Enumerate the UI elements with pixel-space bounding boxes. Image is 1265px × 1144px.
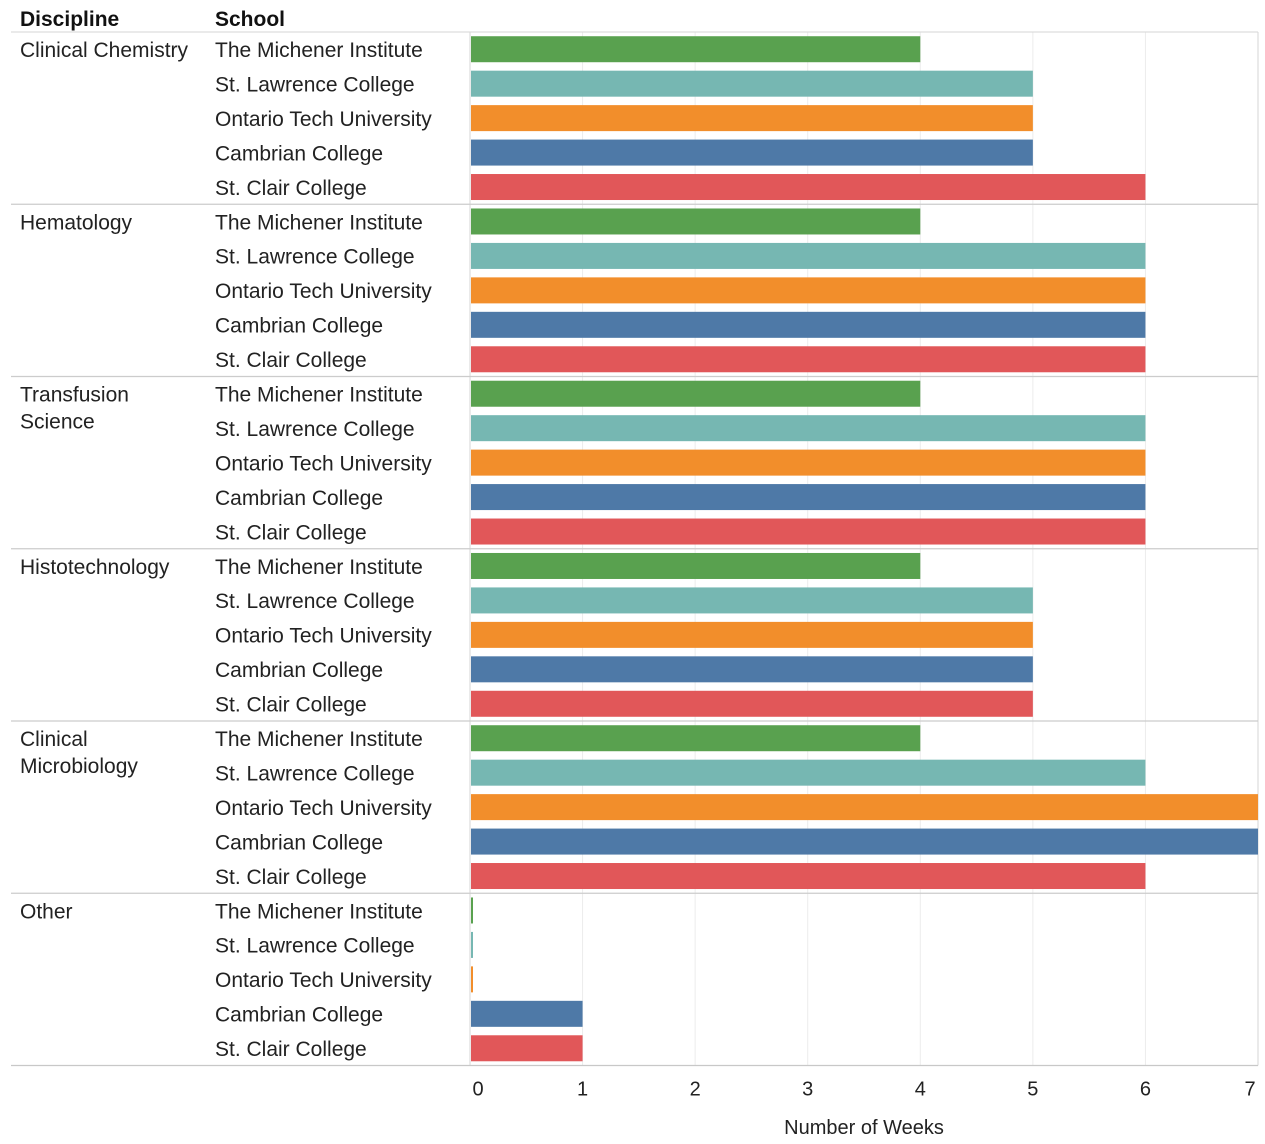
school-label: St. Lawrence College (215, 935, 415, 958)
bar (471, 863, 1146, 890)
bar (471, 484, 1146, 511)
school-label: Cambrian College (215, 659, 383, 682)
discipline-column-header: Discipline (20, 8, 119, 31)
school-label: Cambrian College (215, 487, 383, 510)
bar (471, 931, 473, 958)
school-label: The Michener Institute (215, 39, 423, 62)
discipline-label: Hematology (20, 211, 133, 234)
discipline-label: Histotechnology (20, 556, 170, 579)
x-tick-label: 5 (1027, 1079, 1038, 1101)
bar (471, 277, 1146, 304)
bar (471, 208, 921, 235)
school-label: Ontario Tech University (215, 280, 432, 303)
school-label: St. Lawrence College (215, 73, 415, 96)
discipline-label: Clinical Microbiology (20, 728, 138, 778)
school-label: St. Lawrence College (215, 590, 415, 613)
school-label: Cambrian College (215, 315, 383, 338)
school-label: The Michener Institute (215, 900, 423, 923)
x-tick-label: 6 (1140, 1079, 1151, 1101)
bar (471, 759, 1146, 786)
bar (471, 70, 1033, 97)
school-label: The Michener Institute (215, 384, 423, 407)
x-axis-title: Number of Weeks (784, 1117, 944, 1139)
bar (471, 139, 1033, 166)
x-tick-label: 7 (1244, 1079, 1255, 1101)
bar (471, 966, 473, 993)
school-label: St. Lawrence College (215, 762, 415, 785)
school-label: St. Clair College (215, 694, 367, 717)
axis-layer: 0 1 2 3 4 5 6 7 (11, 1064, 1258, 1101)
school-label: Ontario Tech University (215, 625, 432, 648)
bar (471, 897, 473, 924)
bar (471, 449, 1146, 476)
school-label: Ontario Tech University (215, 797, 432, 820)
x-tick-label: 3 (802, 1079, 813, 1101)
bar (471, 36, 921, 63)
grid-layer (11, 31, 1259, 1066)
bar (471, 587, 1033, 614)
bar (471, 105, 1033, 132)
bar (471, 242, 1146, 269)
school-label: Cambrian College (215, 831, 383, 854)
x-tick-label: 2 (690, 1079, 701, 1101)
bars-layer (471, 36, 1258, 1062)
school-label: The Michener Institute (215, 556, 423, 579)
school-label: St. Clair College (215, 177, 367, 200)
school-label: Ontario Tech University (215, 452, 432, 475)
x-tick-label: 0 (472, 1079, 483, 1101)
school-label: St. Clair College (215, 349, 367, 372)
discipline-label: Clinical Chemistry (20, 39, 189, 62)
bar (471, 518, 1146, 545)
x-tick-label: 1 (577, 1079, 588, 1101)
bar (471, 725, 921, 752)
discipline-label: Other (20, 900, 73, 923)
bar (471, 174, 1146, 201)
labels-layer: Discipline School Number of Weeks Clinic… (20, 8, 944, 1139)
school-label: St. Clair College (215, 866, 367, 889)
bar (471, 794, 1258, 821)
bar (471, 415, 1146, 442)
school-label: St. Clair College (215, 1038, 367, 1061)
bar (471, 380, 921, 407)
bar (471, 1035, 583, 1062)
school-label: Ontario Tech University (215, 108, 432, 131)
x-tick-label: 4 (915, 1079, 926, 1101)
bar (471, 346, 1146, 373)
school-label: The Michener Institute (215, 211, 423, 234)
bar (471, 828, 1258, 855)
school-label: Ontario Tech University (215, 969, 432, 992)
school-label: St. Lawrence College (215, 246, 415, 269)
bar (471, 621, 1033, 648)
bar (471, 1000, 583, 1027)
bar (471, 311, 1146, 338)
school-label: St. Clair College (215, 521, 367, 544)
school-column-header: School (215, 8, 285, 31)
school-label: Cambrian College (215, 1004, 383, 1027)
bar (471, 656, 1033, 683)
bar (471, 690, 1033, 717)
school-label: St. Lawrence College (215, 418, 415, 441)
school-label: Cambrian College (215, 142, 383, 165)
school-label: The Michener Institute (215, 728, 423, 751)
discipline-label: Transfusion Science (20, 384, 129, 434)
bar (471, 552, 921, 579)
